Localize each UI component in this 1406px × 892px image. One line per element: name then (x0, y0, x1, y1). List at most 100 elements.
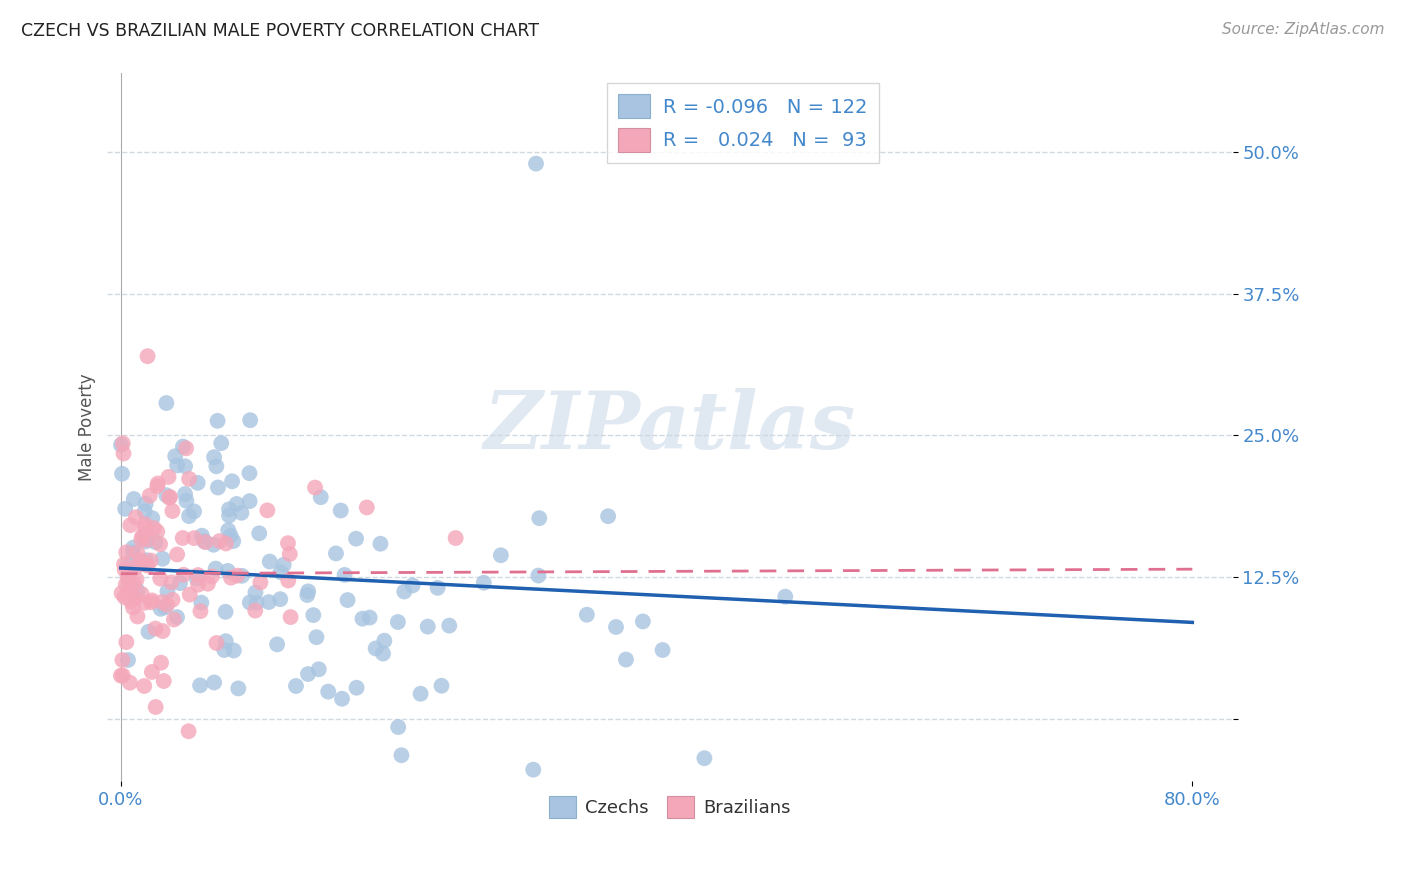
Point (111, 467, 134, 481)
Point (125, 573, 148, 587)
Point (174, 459, 197, 474)
Point (605, 620, 627, 634)
Point (387, 615, 409, 629)
Point (218, 508, 240, 523)
Point (444, 531, 467, 545)
Point (238, 466, 260, 480)
Point (150, 595, 173, 609)
Point (373, 633, 395, 648)
Point (631, 615, 654, 629)
Point (152, 624, 174, 638)
Point (222, 534, 245, 549)
Point (141, 665, 163, 679)
Point (333, 568, 356, 582)
Point (202, 675, 225, 690)
Point (225, 497, 247, 511)
Text: Source: ZipAtlas.com: Source: ZipAtlas.com (1222, 22, 1385, 37)
Point (219, 529, 242, 543)
Point (280, 610, 302, 624)
Point (651, 643, 673, 657)
Point (165, 449, 187, 463)
Point (256, 503, 278, 517)
Point (387, 720, 409, 734)
Point (194, 535, 217, 549)
Point (529, 511, 551, 525)
Point (153, 600, 176, 615)
Point (215, 536, 238, 550)
Point (146, 524, 169, 539)
Point (139, 595, 162, 609)
Point (269, 592, 291, 607)
Point (527, 568, 550, 582)
Point (308, 662, 330, 676)
Point (122, 577, 145, 591)
Point (172, 531, 194, 545)
Point (174, 442, 197, 456)
Point (117, 584, 139, 599)
Point (177, 472, 200, 486)
Point (112, 446, 135, 460)
Point (205, 459, 228, 474)
Point (187, 568, 209, 582)
Point (122, 491, 145, 506)
Point (162, 504, 184, 518)
Text: CZECH VS BRAZILIAN MALE POVERTY CORRELATION CHART: CZECH VS BRAZILIAN MALE POVERTY CORRELAT… (21, 22, 538, 40)
Legend: Czechs, Brazilians: Czechs, Brazilians (543, 789, 797, 825)
Point (176, 494, 198, 508)
Point (166, 610, 188, 624)
Point (131, 587, 153, 601)
Point (257, 595, 280, 609)
Point (134, 679, 156, 693)
Point (266, 637, 288, 651)
Point (218, 502, 240, 516)
Point (156, 584, 179, 599)
Point (131, 529, 153, 543)
Point (136, 533, 159, 547)
Point (278, 547, 301, 561)
Point (110, 438, 132, 452)
Point (120, 518, 142, 533)
Point (142, 521, 165, 535)
Point (135, 553, 157, 567)
Point (259, 555, 281, 569)
Point (157, 491, 180, 505)
Point (219, 571, 242, 585)
Point (149, 572, 172, 586)
Point (152, 673, 174, 688)
Point (134, 534, 156, 549)
Point (430, 679, 453, 693)
Point (114, 577, 136, 591)
Point (183, 504, 205, 518)
Point (285, 679, 308, 693)
Point (162, 592, 184, 607)
Point (122, 600, 145, 615)
Point (364, 641, 387, 656)
Point (118, 675, 141, 690)
Point (166, 458, 188, 473)
Point (152, 551, 174, 566)
Point (114, 590, 136, 604)
Point (231, 569, 253, 583)
Point (150, 656, 173, 670)
Point (297, 584, 319, 599)
Point (146, 479, 169, 493)
Point (146, 476, 169, 491)
Point (207, 414, 229, 428)
Point (114, 501, 136, 516)
Point (120, 564, 142, 578)
Point (226, 568, 249, 582)
Point (316, 684, 339, 698)
Point (352, 612, 374, 626)
Point (214, 643, 236, 657)
Point (325, 546, 347, 560)
Point (174, 487, 197, 501)
Point (111, 668, 134, 682)
Point (157, 470, 180, 484)
Point (110, 668, 132, 682)
Point (239, 595, 262, 609)
Point (416, 619, 439, 633)
Point (202, 450, 225, 465)
Point (221, 475, 243, 489)
Point (336, 593, 359, 607)
Y-axis label: Male Poverty: Male Poverty (79, 373, 96, 481)
